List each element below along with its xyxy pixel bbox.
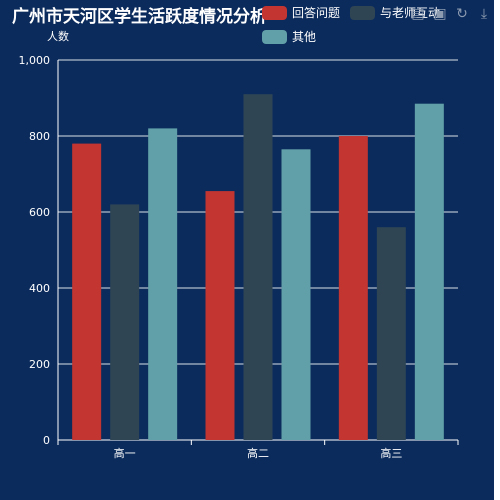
legend-swatch-answer: [262, 5, 287, 20]
right-edge: [494, 0, 500, 500]
bar: [148, 128, 178, 440]
legend-item-answer[interactable]: 回答问题: [262, 4, 340, 21]
data-view-icon[interactable]: ▤: [411, 6, 425, 22]
y-tick-label: 400: [29, 282, 50, 295]
y-tick-label: 0: [43, 434, 50, 447]
chart-title: 广州市天河区学生活跃度情况分析: [12, 7, 267, 27]
save-image-icon[interactable]: ▣: [433, 6, 447, 22]
legend-label-answer: 回答问题: [292, 6, 341, 20]
download-icon[interactable]: ⤓: [480, 6, 488, 22]
restore-icon[interactable]: ↻: [456, 6, 468, 22]
bar: [281, 149, 311, 441]
bar: [72, 143, 102, 440]
bar: [338, 136, 368, 440]
legend-swatch-other: [262, 29, 287, 44]
legend-swatch-interact: [350, 5, 375, 20]
legend-label-other: 其他: [292, 30, 317, 44]
y-tick-label: 200: [29, 358, 50, 371]
bar: [414, 103, 444, 440]
toolbox: ▤ ▣ ↻ ⤓: [410, 6, 492, 22]
bar: [205, 191, 235, 440]
y-tick-label: 800: [29, 130, 50, 143]
legend-item-interact[interactable]: 与老师互动: [350, 4, 440, 21]
y-tick-label: 1,000: [19, 54, 51, 67]
legend-label-interact: 与老师互动: [380, 6, 441, 20]
y-tick-label: 600: [29, 206, 50, 219]
y-axis-label: 人数: [47, 30, 69, 43]
x-tick-label: 高二: [247, 446, 269, 460]
bar: [243, 94, 273, 440]
bar: [110, 204, 140, 440]
legend-item-other[interactable]: 其他: [262, 28, 316, 45]
x-tick-label: 高一: [114, 446, 136, 460]
bar: [376, 227, 406, 440]
x-tick-label: 高三: [380, 446, 402, 460]
